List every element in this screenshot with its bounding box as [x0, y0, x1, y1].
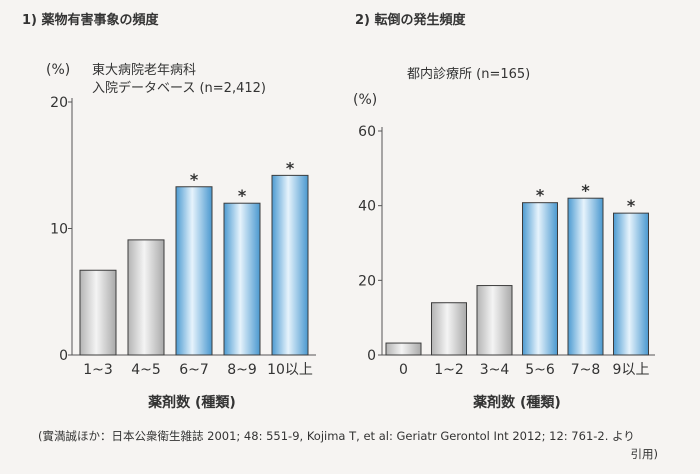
panel2-category-label: 3~4: [480, 362, 510, 378]
panel2-bar: [567, 197, 604, 356]
panel1-category-label: 4~5: [131, 362, 161, 378]
panel1-title: 1) 薬物有害事象の頻度: [22, 12, 160, 28]
panel2-y-tick-label: 0: [367, 348, 376, 364]
panel1-note-line2: 入院データベース (n=2,412): [92, 80, 266, 96]
panel2-category-label: 1~2: [434, 362, 464, 378]
panel2-y-tick-label: 20: [358, 273, 376, 289]
panel2-category-label: 5~6: [525, 362, 555, 378]
panel2-bar: [385, 342, 422, 356]
panel1-bar: [175, 186, 213, 356]
panel1-bar: [127, 239, 165, 356]
panel2-bar: [522, 202, 558, 356]
panel1-category-label: 8~9: [227, 362, 257, 378]
citation: (實満誠ほか：日本公衆衛生雑誌 2001; 48: 551-9, Kojima …: [38, 427, 678, 463]
panel2-title: 2) 転倒の発生頻度: [355, 12, 467, 28]
panel2-y-tick-label: 40: [358, 199, 376, 215]
panel2-note-line1: 都内診療所 (n=165): [407, 66, 530, 82]
panel1-significance-marker: *: [238, 186, 247, 205]
panel1-bar: [223, 202, 261, 356]
panel2-bar: [476, 285, 513, 356]
panel2-category-label: 7~8: [571, 362, 601, 378]
citation-line1: (實満誠ほか：日本公衆衛生雑誌 2001; 48: 551-9, Kojima …: [38, 429, 635, 443]
panel1-xlabel: 薬剤数 (種類): [148, 394, 236, 411]
panel2-significance-marker: *: [581, 181, 590, 200]
panel1-unit-label: (%): [46, 62, 70, 78]
panel2-xlabel: 薬剤数 (種類): [473, 394, 561, 411]
panel2-unit-label: (%): [353, 92, 377, 108]
panel2-category-label: 0: [399, 362, 408, 378]
panel1-category-label: 1~3: [83, 362, 113, 378]
panel2-bar: [613, 212, 649, 356]
panel2-category-label: 9以上: [613, 362, 650, 378]
panel1-category-label: 6~7: [179, 362, 209, 378]
panel1-bar: [271, 174, 309, 356]
panel1-bar: [79, 269, 117, 356]
panel1-y-tick-label: 10: [50, 222, 68, 238]
panel2-y-tick-label: 60: [358, 124, 376, 140]
panel1-note-line1: 東大病院老年病科: [92, 62, 196, 78]
panel1-category-label: 10以上: [267, 362, 313, 378]
panel2-bar: [431, 302, 467, 356]
panel2-plot: 0 20 40 60 0 1~2 3~4 5~6 * 7~8 * 9以上 *: [358, 124, 655, 378]
panel1-significance-marker: *: [190, 170, 199, 189]
panel1-plot: 0 10 20 1~3 4~5 6~7 * 8~9 * 10以上 *: [50, 95, 316, 378]
citation-line2: 引用): [630, 447, 659, 461]
panel2-significance-marker: *: [627, 196, 636, 215]
panel1-y-tick-label: 0: [59, 348, 68, 364]
panel1-y-tick-label: 20: [50, 95, 68, 111]
panel1-significance-marker: *: [286, 158, 295, 177]
panel2-significance-marker: *: [536, 186, 545, 205]
